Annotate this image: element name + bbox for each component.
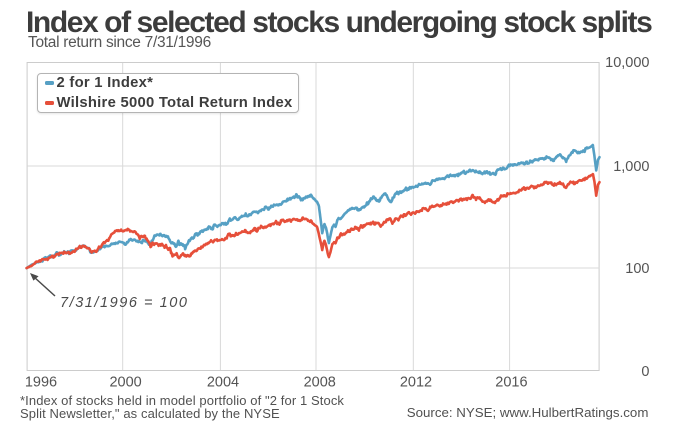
svg-text:100: 100: [625, 261, 649, 277]
svg-text:10,000: 10,000: [605, 55, 649, 71]
svg-text:2008: 2008: [304, 375, 336, 391]
svg-text:2016: 2016: [495, 375, 527, 391]
svg-text:0: 0: [641, 364, 649, 380]
svg-text:2000: 2000: [109, 375, 141, 391]
svg-text:2012: 2012: [400, 375, 432, 391]
svg-text:1,000: 1,000: [613, 159, 649, 175]
svg-text:2004: 2004: [207, 375, 239, 391]
svg-text:1996: 1996: [25, 375, 57, 391]
